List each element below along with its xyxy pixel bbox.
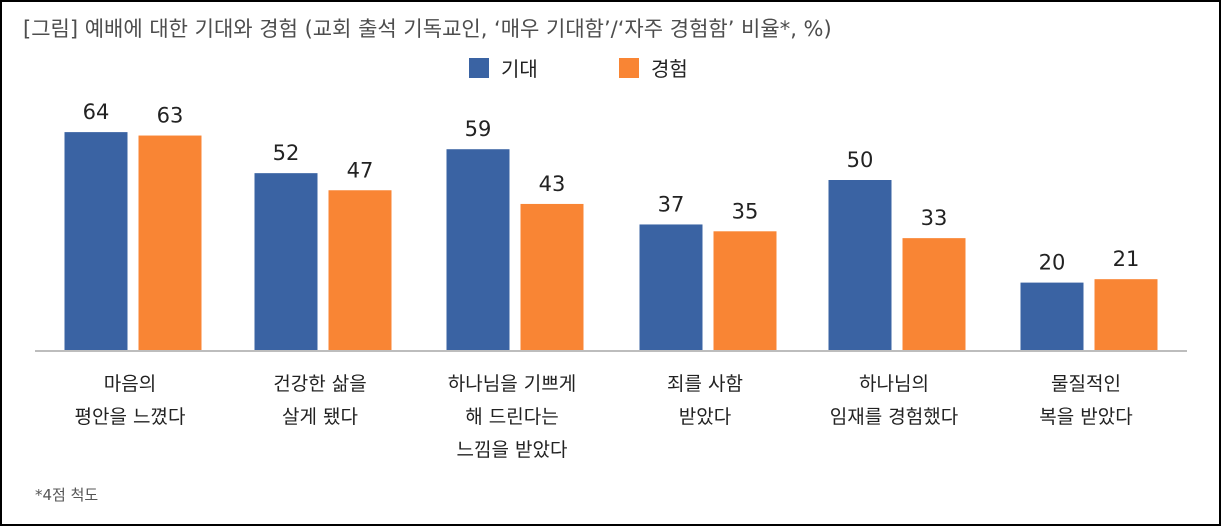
value-label-s1-c5: 50: [847, 148, 874, 172]
value-label-s2-c2: 47: [347, 158, 374, 182]
category-label-4-line-2: 받았다: [679, 406, 731, 428]
bar-s1-c2: [254, 173, 318, 351]
value-label-s2-c1: 63: [157, 104, 184, 128]
bar-s2-c3: [520, 203, 584, 351]
value-label-s2-c4: 35: [732, 199, 759, 223]
bar-s1-c5: [828, 180, 892, 351]
category-label-3-line-3: 느낌을 받았다: [457, 439, 568, 461]
bar-s2-c5: [902, 238, 966, 351]
bar-s1-c1: [64, 132, 128, 351]
category-label-2-line-2: 살게 됐다: [282, 406, 358, 428]
category-label-3-line-1: 하나님을 기쁘게: [448, 373, 576, 395]
bar-s2-c6: [1094, 279, 1158, 351]
category-label-1-line-1: 마음의: [104, 373, 156, 395]
bar-s1-c3: [446, 149, 510, 351]
bar-s1-c6: [1020, 282, 1084, 351]
category-label-2-line-1: 건강한 삶을: [273, 373, 366, 395]
bars-group: 64 52 59 37 50 20 63 47 43 35 33 21: [64, 100, 1158, 351]
chart-title: [그림] 예배에 대한 기대와 경험 (교회 출석 기독교인, ‘매우 기대함’…: [23, 17, 832, 41]
bar-s2-c1: [138, 135, 202, 351]
footnote: *4점 척도: [35, 486, 98, 504]
category-label-5-line-2: 임재를 경험했다: [830, 406, 958, 428]
value-label-s1-c3: 59: [465, 117, 492, 141]
category-label-6-line-1: 물질적인: [1051, 373, 1121, 395]
chart-legend: 기대 경험: [469, 57, 688, 81]
category-label-1-line-2: 평안을 느꼈다: [75, 406, 186, 428]
value-label-s1-c4: 37: [658, 192, 685, 216]
value-label-s2-c3: 43: [539, 172, 566, 196]
legend-swatch-2: [619, 58, 639, 78]
bar-s2-c4: [713, 231, 777, 351]
category-label-3-line-2: 해 드린다는: [465, 406, 558, 428]
category-label-5-line-1: 하나님의: [859, 373, 929, 395]
category-label-6-line-2: 복을 받았다: [1039, 406, 1132, 428]
category-label-4-line-1: 죄를 사함: [667, 373, 743, 395]
value-label-s2-c6: 21: [1113, 247, 1140, 271]
legend-label-2: 경험: [651, 57, 688, 81]
legend-label-1: 기대: [501, 57, 538, 81]
legend-swatch-1: [469, 58, 489, 78]
value-label-s1-c2: 52: [273, 141, 300, 165]
bar-s2-c2: [328, 190, 392, 351]
bar-s1-c4: [639, 224, 703, 351]
value-label-s2-c5: 33: [921, 206, 948, 230]
value-label-s1-c6: 20: [1039, 251, 1066, 275]
value-label-s1-c1: 64: [83, 100, 110, 124]
